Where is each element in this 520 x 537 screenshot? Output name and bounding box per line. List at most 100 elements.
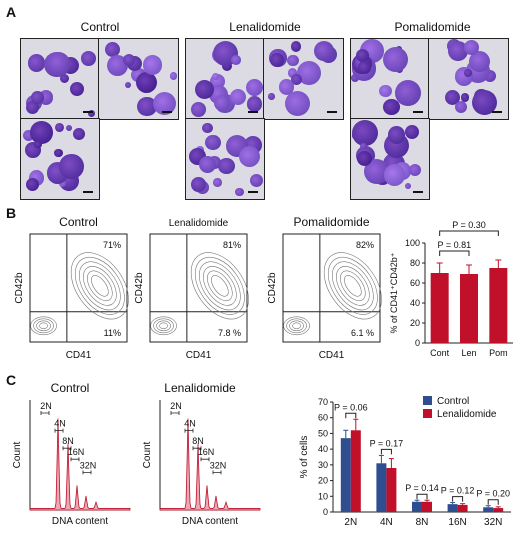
y-tick-label: 40	[410, 298, 420, 308]
contour-line	[70, 252, 129, 320]
contour-line	[33, 318, 54, 334]
megakaryocyte-cell	[31, 91, 44, 104]
megakaryocyte-cell	[379, 84, 392, 97]
contour-line	[190, 252, 249, 320]
gate-bracket	[82, 470, 92, 475]
megakaryocyte-cell	[137, 96, 158, 117]
y-tick-label: 20	[410, 318, 420, 328]
megakaryocyte-cell	[153, 91, 177, 115]
megakaryocyte-cell	[190, 102, 206, 118]
scale-bar	[327, 111, 337, 113]
histogram-y-label: Count	[142, 441, 153, 468]
flow-y-label: CD42b	[267, 272, 278, 304]
ploidy-gate-label: 8N	[62, 436, 74, 446]
panel-a-title-lenalidomide: Lenalidomide	[229, 20, 301, 34]
quadrant-lower-right-value: 7.8 %	[218, 328, 241, 338]
y-axis-label: % of cells	[299, 436, 310, 479]
contour-line	[327, 256, 378, 315]
y-axis-label: % of CD41⁺CD42b⁺	[389, 252, 399, 333]
gate-bracket	[70, 457, 80, 462]
megakaryocyte-cell	[384, 164, 406, 186]
megakaryocyte-cell	[291, 74, 303, 86]
micrograph-tile	[350, 38, 430, 120]
p-value-label: P = 0.06	[334, 402, 368, 412]
contour-line	[211, 275, 229, 297]
p-value-label: P = 0.12	[441, 486, 475, 496]
megakaryocyte-cell	[471, 89, 498, 116]
significance-bracket	[380, 448, 392, 455]
bar-control	[412, 501, 422, 512]
megakaryocyte-cell	[284, 91, 310, 117]
megakaryocyte-cell	[59, 180, 66, 187]
contour-line	[344, 275, 362, 297]
megakaryocyte-cell	[122, 53, 136, 66]
bar-lenalidomide	[386, 468, 397, 512]
y-tick-label: 0	[415, 338, 420, 348]
megakaryocyte-cell	[461, 93, 470, 102]
scale-bar	[492, 111, 502, 113]
micrograph-tile	[428, 38, 509, 120]
megakaryocyte-cell	[199, 155, 217, 174]
megakaryocyte-cell	[351, 120, 378, 147]
megakaryocyte-cell	[356, 48, 370, 62]
x-tick-label: 2N	[344, 517, 357, 528]
ploidy-gate-label: 2N	[170, 401, 182, 411]
megakaryocyte-cell	[55, 122, 65, 132]
y-tick-label: 50	[318, 428, 328, 438]
gate-bracket	[170, 411, 180, 415]
dna-histogram	[159, 418, 261, 511]
micrograph-tile	[185, 118, 265, 200]
megakaryocyte-cell	[388, 126, 406, 144]
megakaryocyte-cell	[246, 96, 262, 112]
quadrant-upper-right-value: 81%	[223, 240, 241, 250]
p-value-label: P = 0.14	[405, 483, 439, 493]
ploidy-bar-chart: 0 10 20 30 40 50 60 70 % of cells 2N P = 0.06 4N P =…	[299, 396, 511, 528]
legend-swatch	[423, 409, 432, 418]
histogram-title: Control	[51, 381, 90, 395]
bar-lenalidomide	[422, 501, 432, 512]
flow-cytometry-plots: Control 71% 11% CD42b CD41 Lenalidomide 81% 7.8…	[14, 215, 382, 361]
micrograph-tile	[20, 118, 100, 200]
megakaryocyte-cell	[125, 82, 132, 89]
megakaryocyte-cell	[191, 176, 207, 192]
gate-bracket	[62, 446, 72, 451]
contour-line	[159, 322, 168, 330]
megakaryocyte-cell	[22, 129, 34, 141]
scale-bar	[413, 191, 423, 193]
significance-bracket	[452, 496, 464, 502]
quadrant-upper-right-value: 82%	[356, 240, 374, 250]
ploidy-gate-label: 16N	[198, 447, 215, 457]
flow-x-label: CD41	[186, 350, 212, 361]
panel-b-letter: B	[6, 205, 17, 221]
scale-bar	[83, 191, 93, 193]
contour-line	[36, 320, 51, 332]
bar-lenalidomide	[350, 430, 361, 512]
y-tick-label: 80	[410, 258, 420, 268]
gate-bracket	[212, 470, 222, 475]
bar-control	[483, 507, 494, 512]
contour-line	[74, 256, 125, 315]
x-tick-label: Pom	[489, 348, 508, 358]
contour-line	[286, 318, 307, 334]
quadrant-lower-right-value: 6.1 %	[351, 328, 374, 338]
p-value-label: P = 0.20	[476, 489, 510, 499]
megakaryocyte-cell	[249, 173, 263, 187]
micrograph-tile	[350, 118, 430, 200]
gate-bracket	[192, 446, 202, 451]
megakaryocyte-cell	[287, 68, 298, 78]
y-tick-label: 0	[323, 507, 328, 517]
contour-line	[289, 320, 304, 332]
panel-a-letter: A	[6, 4, 17, 20]
megakaryocyte-cell	[28, 54, 46, 72]
bar	[430, 273, 449, 343]
significance-bracket	[487, 499, 499, 505]
ploidy-gate-label: 32N	[80, 460, 97, 470]
megakaryocyte-cell	[287, 54, 299, 67]
contour-line	[83, 266, 117, 306]
megakaryocyte-cell	[65, 125, 72, 132]
megakaryocyte-cell	[30, 121, 53, 144]
flow-title: Lenalidomide	[169, 218, 229, 229]
contour-line	[30, 316, 57, 336]
megakaryocyte-cell	[69, 82, 84, 97]
megakaryocyte-cell	[212, 73, 220, 81]
